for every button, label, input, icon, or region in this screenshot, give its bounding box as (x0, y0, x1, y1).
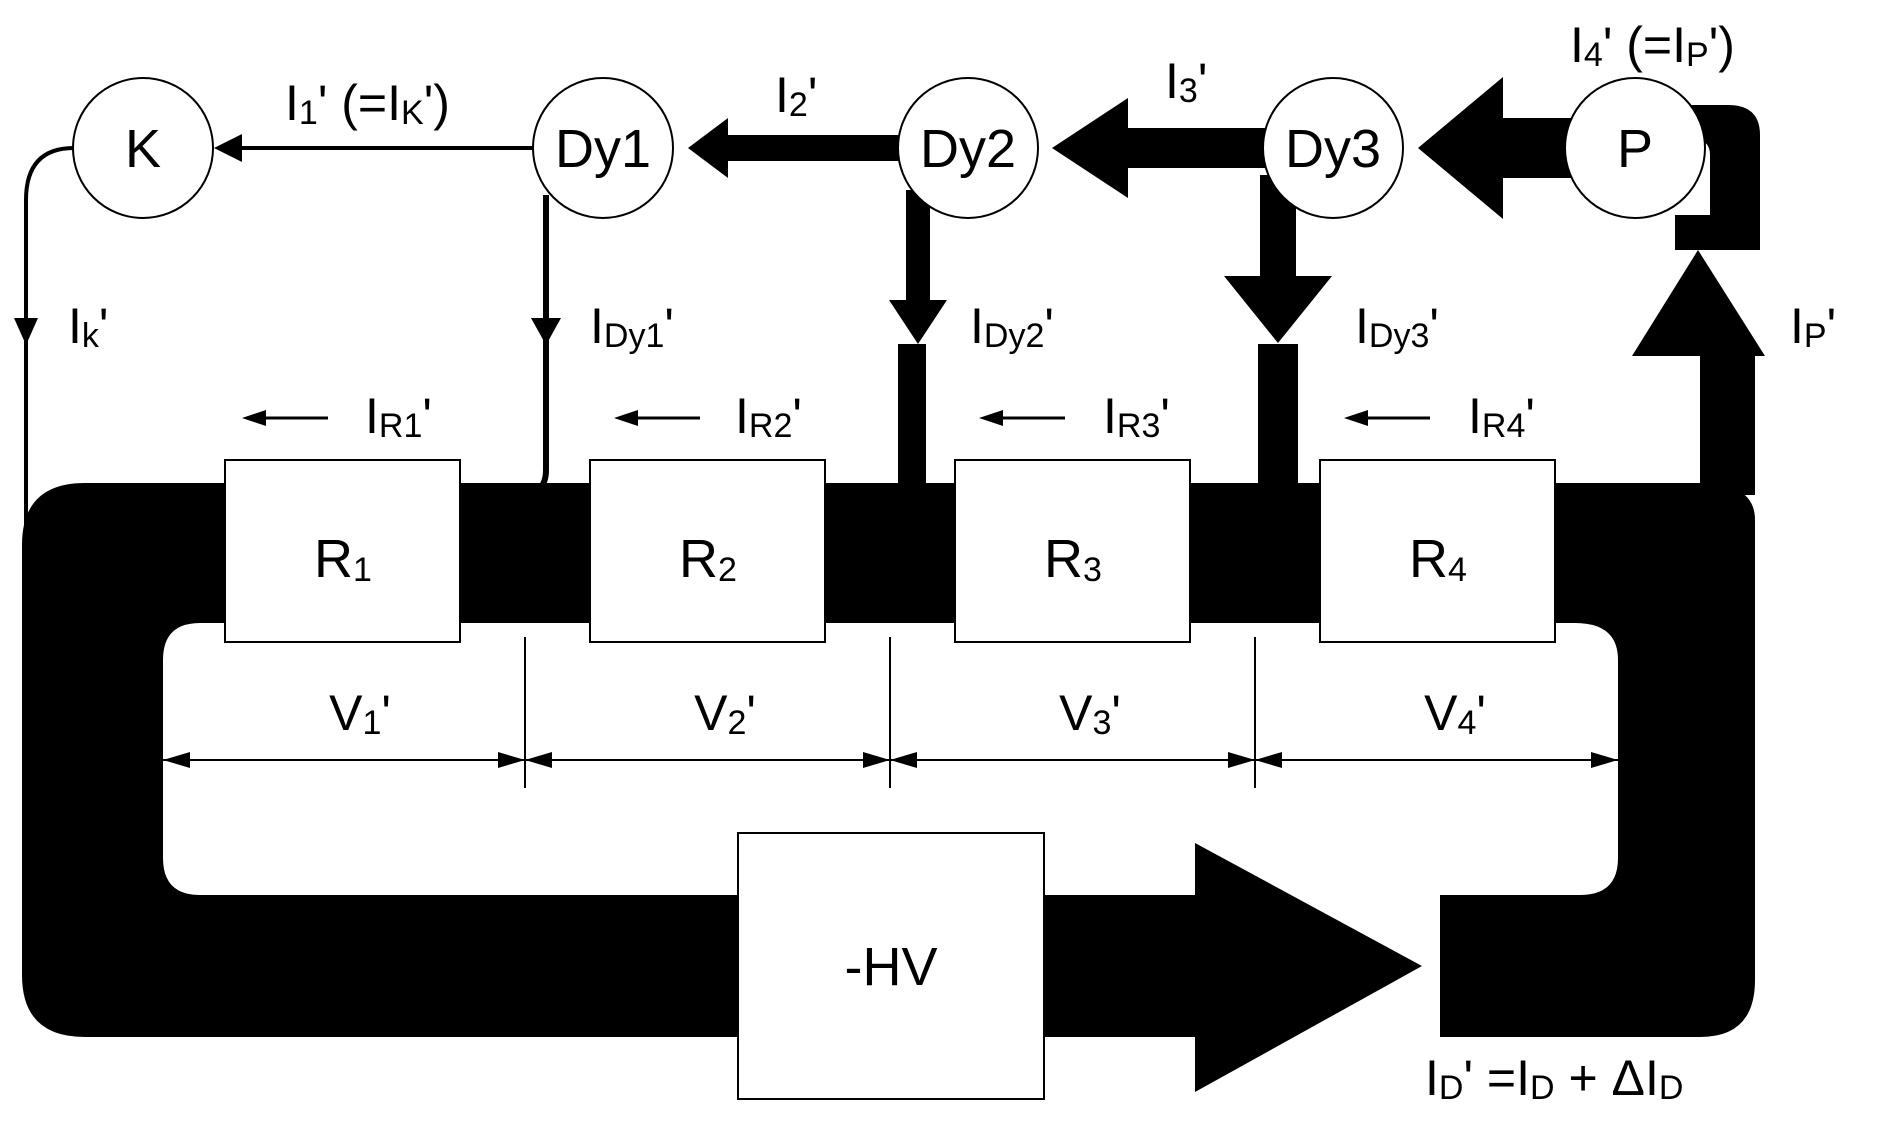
ip-arrow (1632, 250, 1765, 356)
ir1-label: IR1' (365, 388, 432, 445)
svg-text:R4: R4 (1409, 529, 1467, 589)
hv-flow-arrow (1195, 843, 1422, 1092)
ir2-label: IR2' (735, 388, 802, 445)
ir4-label: IR4' (1468, 388, 1535, 445)
idy1-line (470, 195, 549, 498)
ip-label: IP' (1790, 298, 1836, 355)
dynode-2-label: Dy2 (920, 119, 1016, 179)
dynode-1-node: Dy1 (532, 77, 674, 219)
svg-text:R2: R2 (679, 529, 737, 589)
cathode-label: K (125, 119, 161, 179)
ik-arrowhead (14, 318, 38, 345)
idy2-arrowhead (889, 300, 947, 344)
anode-node: P (1564, 77, 1706, 219)
idy2-band-top (906, 190, 930, 305)
idy1-label: IDy1' (590, 298, 674, 355)
i3-arrowhead (1052, 98, 1128, 198)
hv-label: -HV (845, 937, 938, 997)
v3-label: V3' (1059, 685, 1121, 742)
ik-line (24, 146, 75, 540)
i3-label: I3' (1165, 53, 1207, 110)
idy3-band-bottom (1245, 344, 1298, 530)
v1-label: V1' (329, 685, 391, 742)
anode-bracket (1675, 105, 1760, 250)
voltage-dimensions (163, 637, 1618, 788)
svg-text:R3: R3 (1044, 529, 1102, 589)
cathode-node: K (72, 77, 214, 219)
i4-label: I4' (=IP') (1570, 17, 1735, 74)
i2-label: I2' (775, 67, 817, 124)
dynode-3-node: Dy3 (1262, 77, 1404, 219)
resistor-r4: R4 (1319, 459, 1556, 643)
idy3-arrowhead (1224, 276, 1332, 343)
i4-arrowhead (1418, 77, 1503, 219)
v4-label: V4' (1424, 685, 1486, 742)
high-voltage-supply: -HV (737, 832, 1045, 1100)
i3-band (1125, 128, 1270, 168)
idy3-label: IDy3' (1355, 298, 1439, 355)
i1-arrowhead (214, 134, 242, 162)
v2-label: V2' (694, 685, 756, 742)
ik-label: Ik' (68, 298, 108, 355)
resistor-r1: R1 (224, 459, 461, 643)
i2-arrowhead (688, 118, 728, 178)
anode-label: P (1617, 119, 1653, 179)
idy2-band-bottom (880, 344, 926, 527)
dynode-3-label: Dy3 (1285, 119, 1381, 179)
ir-arrows (242, 410, 1430, 426)
dynode-1-label: Dy1 (555, 119, 651, 179)
idy2-label: IDy2' (970, 298, 1054, 355)
i2-band (725, 135, 908, 161)
idy1-arrowhead (531, 318, 561, 345)
dynode-2-node: Dy2 (897, 77, 1039, 219)
resistor-r2: R2 (589, 459, 826, 643)
resistor-r3: R3 (954, 459, 1191, 643)
id-label: ID' =ID + ΔID (1425, 1050, 1683, 1107)
anode-riser (1700, 355, 1755, 495)
ir3-label: IR3' (1103, 388, 1170, 445)
svg-text:R1: R1 (314, 529, 372, 589)
i1-label: I1' (=IK') (285, 75, 450, 132)
